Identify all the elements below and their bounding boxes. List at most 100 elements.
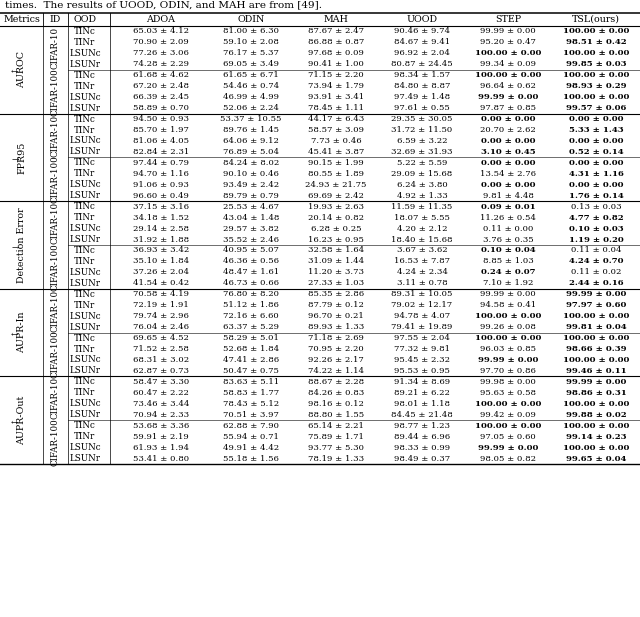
Text: CIFAR-10: CIFAR-10 xyxy=(51,377,60,420)
Text: TINr: TINr xyxy=(74,344,95,354)
Text: 99.57 ± 0.06: 99.57 ± 0.06 xyxy=(566,104,626,112)
Text: 69.69 ± 2.42: 69.69 ± 2.42 xyxy=(308,192,364,200)
Text: 41.54 ± 0.42: 41.54 ± 0.42 xyxy=(133,280,189,288)
Text: 99.99 ± 0.00: 99.99 ± 0.00 xyxy=(566,290,626,298)
Text: 76.89 ± 5.04: 76.89 ± 5.04 xyxy=(223,148,279,156)
Text: 99.88 ± 0.02: 99.88 ± 0.02 xyxy=(566,411,627,419)
Text: 78.43 ± 5.12: 78.43 ± 5.12 xyxy=(223,400,279,408)
Text: 46.73 ± 0.66: 46.73 ± 0.66 xyxy=(223,280,279,288)
Text: LSUNr: LSUNr xyxy=(70,104,100,113)
Text: 99.81 ± 0.04: 99.81 ± 0.04 xyxy=(566,323,627,331)
Text: 0.00 ± 0.00: 0.00 ± 0.00 xyxy=(481,115,535,123)
Text: 63.37 ± 5.29: 63.37 ± 5.29 xyxy=(223,323,279,331)
Text: 95.20 ± 0.47: 95.20 ± 0.47 xyxy=(480,38,536,46)
Text: 32.69 ± 31.93: 32.69 ± 31.93 xyxy=(391,148,452,156)
Text: 97.87 ± 0.85: 97.87 ± 0.85 xyxy=(480,104,536,112)
Text: 90.10 ± 0.46: 90.10 ± 0.46 xyxy=(223,170,279,178)
Text: 20.14 ± 0.82: 20.14 ± 0.82 xyxy=(308,213,364,222)
Text: 0.13 ± 0.03: 0.13 ± 0.03 xyxy=(571,202,621,210)
Text: CIFAR-100: CIFAR-100 xyxy=(51,155,60,203)
Text: 40.95 ± 5.07: 40.95 ± 5.07 xyxy=(223,246,279,254)
Text: 97.70 ± 0.86: 97.70 ± 0.86 xyxy=(480,367,536,375)
Text: 3.11 ± 0.78: 3.11 ± 0.78 xyxy=(397,280,447,288)
Text: 44.17 ± 6.43: 44.17 ± 6.43 xyxy=(308,115,364,123)
Text: LSUNc: LSUNc xyxy=(69,224,101,233)
Text: CIFAR-100: CIFAR-100 xyxy=(51,331,60,378)
Text: 93.49 ± 2.42: 93.49 ± 2.42 xyxy=(223,181,279,189)
Text: 88.80 ± 1.55: 88.80 ± 1.55 xyxy=(308,411,364,419)
Text: LSUNr: LSUNr xyxy=(70,323,100,331)
Text: TINr: TINr xyxy=(74,257,95,266)
Text: 0.10 ± 0.04: 0.10 ± 0.04 xyxy=(481,246,535,254)
Text: 37.26 ± 2.04: 37.26 ± 2.04 xyxy=(133,268,189,276)
Text: LSUNc: LSUNc xyxy=(69,399,101,408)
Text: 78.45 ± 1.11: 78.45 ± 1.11 xyxy=(308,104,364,112)
Text: 54.46 ± 0.74: 54.46 ± 0.74 xyxy=(223,82,279,90)
Text: 70.94 ± 2.33: 70.94 ± 2.33 xyxy=(133,411,189,419)
Text: 55.18 ± 1.56: 55.18 ± 1.56 xyxy=(223,455,279,463)
Text: 71.18 ± 2.69: 71.18 ± 2.69 xyxy=(308,334,364,342)
Text: 100.00 ± 0.00: 100.00 ± 0.00 xyxy=(475,312,541,320)
Text: 4.24 ± 2.34: 4.24 ± 2.34 xyxy=(397,268,447,276)
Text: 2.44 ± 0.16: 2.44 ± 0.16 xyxy=(569,280,623,288)
Text: TINc: TINc xyxy=(74,159,96,167)
Text: 16.23 ± 0.95: 16.23 ± 0.95 xyxy=(308,236,364,244)
Text: 89.21 ± 6.22: 89.21 ± 6.22 xyxy=(394,389,450,397)
Text: 97.61 ± 0.55: 97.61 ± 0.55 xyxy=(394,104,450,112)
Text: 99.99 ± 0.00: 99.99 ± 0.00 xyxy=(478,444,538,452)
Text: LSUNr: LSUNr xyxy=(70,235,100,244)
Text: LSUNr: LSUNr xyxy=(70,279,100,288)
Text: 100.00 ± 0.00: 100.00 ± 0.00 xyxy=(563,93,629,101)
Text: 97.49 ± 1.48: 97.49 ± 1.48 xyxy=(394,93,450,101)
Text: 81.00 ± 6.30: 81.00 ± 6.30 xyxy=(223,28,279,35)
Text: TINr: TINr xyxy=(74,300,95,310)
Text: 65.14 ± 2.21: 65.14 ± 2.21 xyxy=(308,421,364,429)
Text: 87.67 ± 2.47: 87.67 ± 2.47 xyxy=(308,28,364,35)
Text: 74.22 ± 1.14: 74.22 ± 1.14 xyxy=(308,367,364,375)
Text: CIFAR-100: CIFAR-100 xyxy=(51,418,60,466)
Text: 53.68 ± 3.36: 53.68 ± 3.36 xyxy=(133,421,189,429)
Text: TINc: TINc xyxy=(74,202,96,211)
Text: 98.51 ± 0.42: 98.51 ± 0.42 xyxy=(566,38,627,46)
Text: 24.93 ± 21.75: 24.93 ± 21.75 xyxy=(305,181,367,189)
Text: 98.16 ± 0.12: 98.16 ± 0.12 xyxy=(308,400,364,408)
Text: LSUNr: LSUNr xyxy=(70,60,100,69)
Text: 1.76 ± 0.14: 1.76 ± 0.14 xyxy=(568,192,623,200)
Text: 70.90 ± 2.09: 70.90 ± 2.09 xyxy=(133,38,189,46)
Text: 95.45 ± 2.32: 95.45 ± 2.32 xyxy=(394,356,450,364)
Text: 18.40 ± 15.68: 18.40 ± 15.68 xyxy=(391,236,452,244)
Text: 47.41 ± 2.86: 47.41 ± 2.86 xyxy=(223,356,279,364)
Text: 50.47 ± 0.75: 50.47 ± 0.75 xyxy=(223,367,279,375)
Text: Detection Error: Detection Error xyxy=(17,207,26,283)
Text: 72.19 ± 1.91: 72.19 ± 1.91 xyxy=(133,301,189,309)
Text: 98.86 ± 0.31: 98.86 ± 0.31 xyxy=(566,389,627,397)
Text: TINr: TINr xyxy=(74,38,95,47)
Text: CIFAR-10: CIFAR-10 xyxy=(51,289,60,332)
Text: 4.24 ± 0.70: 4.24 ± 0.70 xyxy=(569,257,623,265)
Text: 0.11 ± 0.00: 0.11 ± 0.00 xyxy=(483,225,533,233)
Text: 45.41 ± 3.87: 45.41 ± 3.87 xyxy=(308,148,364,156)
Text: 84.67 ± 9.41: 84.67 ± 9.41 xyxy=(394,38,450,46)
Text: 96.03 ± 0.85: 96.03 ± 0.85 xyxy=(480,345,536,353)
Text: 96.70 ± 0.21: 96.70 ± 0.21 xyxy=(308,312,364,320)
Text: ↑: ↑ xyxy=(10,329,19,336)
Text: LSUNc: LSUNc xyxy=(69,93,101,102)
Text: 88.67 ± 2.28: 88.67 ± 2.28 xyxy=(308,378,364,386)
Text: 59.91 ± 2.19: 59.91 ± 2.19 xyxy=(133,433,189,441)
Text: 5.33 ± 1.43: 5.33 ± 1.43 xyxy=(569,126,623,134)
Text: LSUNr: LSUNr xyxy=(70,147,100,157)
Text: LSUNc: LSUNc xyxy=(69,136,101,146)
Text: 100.00 ± 0.00: 100.00 ± 0.00 xyxy=(563,356,629,364)
Text: 90.15 ± 1.99: 90.15 ± 1.99 xyxy=(308,159,364,167)
Text: 52.06 ± 2.24: 52.06 ± 2.24 xyxy=(223,104,279,112)
Text: 66.39 ± 2.45: 66.39 ± 2.45 xyxy=(133,93,189,101)
Text: 97.44 ± 0.79: 97.44 ± 0.79 xyxy=(133,159,189,167)
Text: 31.72 ± 11.50: 31.72 ± 11.50 xyxy=(392,126,452,134)
Text: 0.10 ± 0.03: 0.10 ± 0.03 xyxy=(569,225,623,233)
Text: TINr: TINr xyxy=(74,432,95,441)
Text: 100.00 ± 0.00: 100.00 ± 0.00 xyxy=(563,444,629,452)
Text: AUPR-Out: AUPR-Out xyxy=(17,395,26,445)
Text: 35.52 ± 2.46: 35.52 ± 2.46 xyxy=(223,236,279,244)
Text: 76.80 ± 8.20: 76.80 ± 8.20 xyxy=(223,290,279,298)
Text: 95.53 ± 0.95: 95.53 ± 0.95 xyxy=(394,367,450,375)
